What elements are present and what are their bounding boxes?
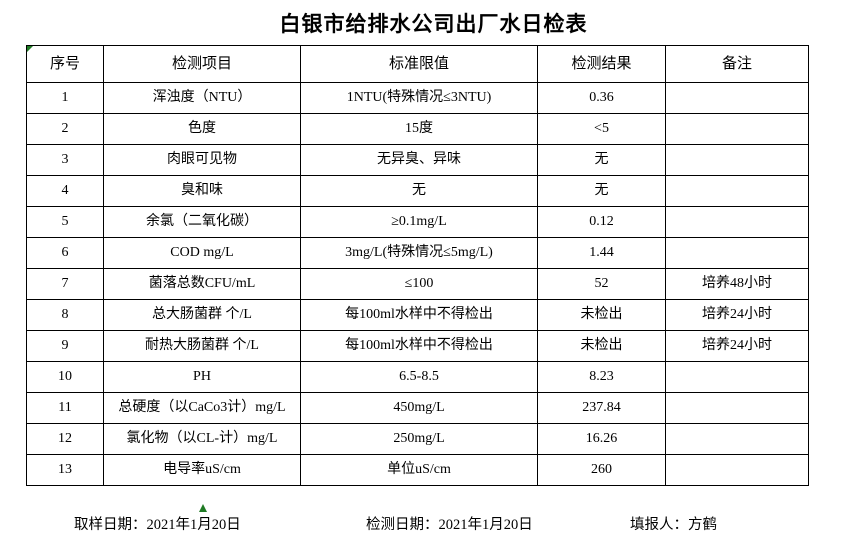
cell-no: 12 [26,423,104,455]
cell-result: 无 [537,175,666,207]
cell-item: 总大肠菌群 个/L [103,299,301,331]
water-quality-table: 序号 检测项目 标准限值 检测结果 备注 1 浑浊度（NTU） 1NTU(特殊情况≤… [26,45,809,486]
table-row: 2 色度 15度 <5 [26,113,809,145]
cell-item: 菌落总数CFU/mL [103,268,301,300]
cell-limit: 15度 [300,113,538,145]
cell-result: 52 [537,268,666,300]
cell-remark [665,237,809,269]
cell-remark: 培养48小时 [665,268,809,300]
table-row: 6 COD mg/L 3mg/L(特殊情况≤5mg/L) 1.44 [26,237,809,269]
column-header-result: 检测结果 [537,45,666,83]
cell-item: 余氯（二氧化碳） [103,206,301,238]
column-header-item: 检测项目 [103,45,301,83]
cell-item: 氯化物（以CL-计）mg/L [103,423,301,455]
cell-no: 6 [26,237,104,269]
cell-limit: 250mg/L [300,423,538,455]
table-row: 4 臭和味无无 [26,175,809,207]
cell-remark: 培养24小时 [665,330,809,362]
cell-result: <5 [537,113,666,145]
cell-result: 16.26 [537,423,666,455]
cell-result: 1.44 [537,237,666,269]
cell-no: 1 [26,82,104,114]
cell-remark [665,113,809,145]
footer-test-date: 检测日期：2021年1月20日 [366,517,533,533]
cell-no: 7 [26,268,104,300]
cell-result: 8.23 [537,361,666,393]
cell-item: PH [103,361,301,393]
cell-item: 浑浊度（NTU） [103,82,301,114]
cell-no: 8 [26,299,104,331]
cell-remark: 培养24小时 [665,299,809,331]
cell-remark [665,175,809,207]
cell-remark [665,454,809,486]
cell-result: 260 [537,454,666,486]
cell-limit: 每100ml水样中不得检出 [300,299,538,331]
footer: 取样日期：2021年1月20日 检测日期：2021年1月20日 填报人：方鹤 [26,512,808,538]
cell-no: 5 [26,206,104,238]
column-header-remark: 备注 [665,45,809,83]
cell-no: 11 [26,392,104,424]
table-row: 10 PH 6.5-8.5 8.23 [26,361,809,393]
table-row: 3 肉眼可见物 无异臭、异味无 [26,144,809,176]
cell-limit: 3mg/L(特殊情况≤5mg/L) [300,237,538,269]
cell-remark [665,361,809,393]
table-row: 7 菌落总数CFU/mL ≤100 52 培养48小时 [26,268,809,300]
cell-limit: 无 [300,175,538,207]
table-header: 序号 检测项目 标准限值 检测结果 备注 [26,45,809,83]
table-row: 9 耐热大肠菌群 个/L 每100ml水样中不得检出 未检出 培养24小时 [26,330,809,362]
cell-remark [665,206,809,238]
table-row: 5 余氯（二氧化碳） ≥0.1mg/L 0.12 [26,206,809,238]
cell-remark [665,82,809,114]
cell-no: 10 [26,361,104,393]
table-row: 11 总硬度（以CaCo3计）mg/L 450mg/L 237.84 [26,392,809,424]
cell-item: 臭和味 [103,175,301,207]
cell-item: 色度 [103,113,301,145]
cell-item: 总硬度（以CaCo3计）mg/L [103,392,301,424]
cell-no: 9 [26,330,104,362]
cell-no: 13 [26,454,104,486]
cell-item: 肉眼可见物 [103,144,301,176]
table-row: 8 总大肠菌群 个/L 每100ml水样中不得检出 未检出 培养24小时 [26,299,809,331]
table-body: 1 浑浊度（NTU） 1NTU(特殊情况≤3NTU) 0.36 2 色度 15度 <5 3 肉眼可… [26,82,809,486]
table-row: 13 电导率uS/cm 单位uS/cm 260 [26,454,809,486]
cell-result: 未检出 [537,330,666,362]
table-row: 12 氯化物（以CL-计）mg/L 250mg/L 16.26 [26,423,809,455]
cell-item: 电导率uS/cm [103,454,301,486]
cell-no: 3 [26,144,104,176]
column-header-limit: 标准限值 [300,45,538,83]
cell-limit: 无异臭、异味 [300,144,538,176]
cell-result: 237.84 [537,392,666,424]
table-row: 1 浑浊度（NTU） 1NTU(特殊情况≤3NTU) 0.36 [26,82,809,114]
cell-limit: ≥0.1mg/L [300,206,538,238]
footer-sample-date: 取样日期：2021年1月20日 [74,517,241,533]
footer-reporter: 填报人：方鹤 [630,517,717,533]
cell-limit: 1NTU(特殊情况≤3NTU) [300,82,538,114]
cell-item: 耐热大肠菌群 个/L [103,330,301,362]
cell-result: 无 [537,144,666,176]
cell-limit: 6.5-8.5 [300,361,538,393]
cell-item: COD mg/L [103,237,301,269]
column-header-no: 序号 [26,45,104,83]
page-title: 白银市给排水公司出厂水日检表 [279,12,588,36]
selection-marker-bottom-icon [199,504,207,512]
cell-remark [665,423,809,455]
cell-no: 2 [26,113,104,145]
cell-remark [665,392,809,424]
cell-remark [665,144,809,176]
cell-limit: ≤100 [300,268,538,300]
table-header-row: 序号 检测项目 标准限值 检测结果 备注 [26,45,809,83]
cell-result: 0.12 [537,206,666,238]
cell-result: 未检出 [537,299,666,331]
cell-no: 4 [26,175,104,207]
cell-limit: 单位uS/cm [300,454,538,486]
cell-limit: 450mg/L [300,392,538,424]
cell-result: 0.36 [537,82,666,114]
cell-limit: 每100ml水样中不得检出 [300,330,538,362]
